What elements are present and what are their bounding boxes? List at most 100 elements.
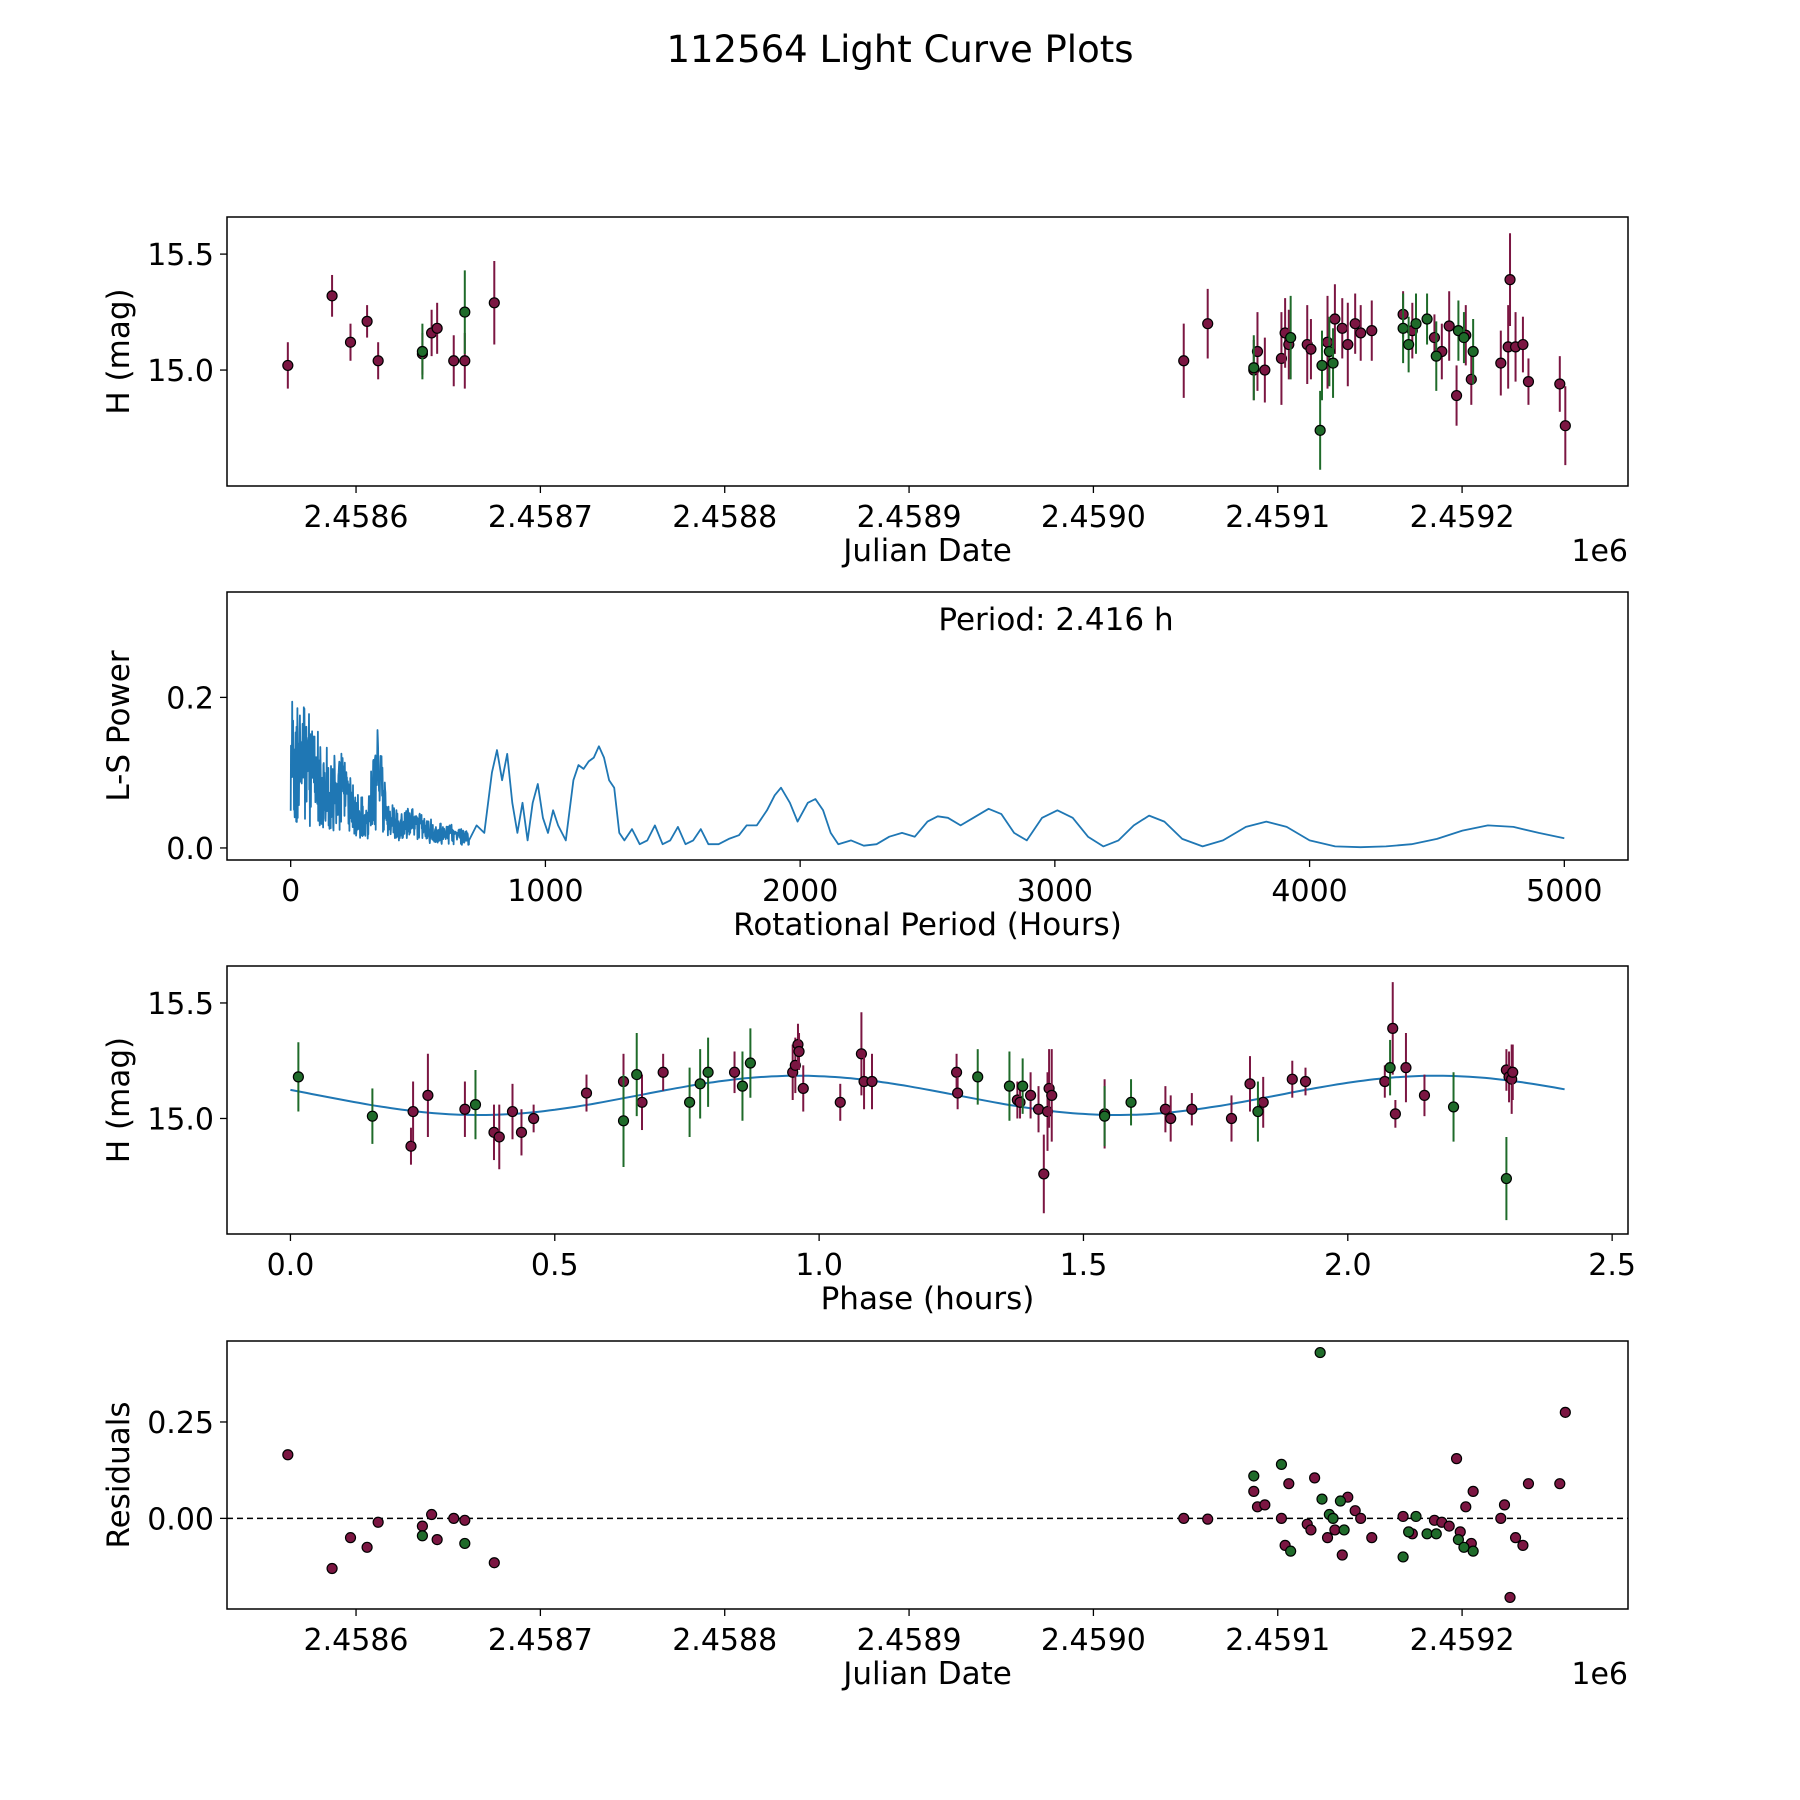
data-point-green — [1327, 357, 1339, 369]
data-point-magenta — [1465, 373, 1477, 385]
x-tick-label: 2.4587 — [488, 500, 593, 535]
data-point-green — [744, 1057, 756, 1069]
data-point-green — [1275, 1458, 1288, 1470]
data-point-green — [1338, 1524, 1350, 1536]
data-point-magenta — [580, 1087, 593, 1099]
y-tick-label: 15.5 — [147, 238, 214, 273]
data-point-magenta — [1517, 1539, 1529, 1551]
data-point-magenta — [1275, 1512, 1288, 1524]
x-tick-label: 0 — [281, 874, 300, 909]
data-point-green — [1421, 1528, 1433, 1540]
data-point-magenta — [1248, 1485, 1260, 1497]
fit-curve — [290, 1074, 1565, 1116]
data-point-magenta — [1379, 1075, 1391, 1088]
data-point-magenta — [1509, 1532, 1522, 1544]
data-point-magenta — [1259, 1499, 1271, 1511]
data-point-magenta — [1366, 325, 1378, 337]
y-axis-label: L-S Power — [101, 650, 137, 801]
axes-frame — [226, 1340, 1629, 1610]
data-point-green — [1314, 1346, 1326, 1359]
x-axis-label: Julian Date — [841, 533, 1012, 569]
data-point-green — [366, 1110, 378, 1122]
data-point-green — [1500, 1172, 1513, 1185]
x-tick-label: 2.4589 — [857, 500, 962, 535]
y-axis-label: H (mag) — [101, 288, 137, 414]
y-tick-label: 0.00 — [147, 1502, 214, 1537]
x-tick-label: 2.4592 — [1410, 1623, 1515, 1658]
data-point-magenta — [1397, 1510, 1409, 1523]
data-point-magenta — [1559, 1406, 1571, 1418]
plot-area-residuals — [227, 1346, 1628, 1604]
data-point-green — [1410, 1510, 1422, 1523]
data-point-magenta — [1504, 1591, 1516, 1604]
data-point-magenta — [448, 355, 460, 367]
data-point-magenta — [1443, 320, 1455, 332]
data-point-magenta — [1554, 1478, 1566, 1490]
plot-area-periodogram — [289, 700, 1565, 849]
periodogram-line — [289, 700, 1565, 849]
data-point-magenta — [1046, 1089, 1058, 1101]
data-point-magenta — [1467, 1485, 1479, 1497]
x-tick-label: 2.4591 — [1225, 1623, 1330, 1658]
x-tick-label: 2.4588 — [672, 500, 777, 535]
data-point-green — [1467, 1545, 1479, 1557]
data-point-magenta — [282, 1449, 294, 1461]
data-point-magenta — [1522, 1478, 1535, 1490]
data-point-green — [1003, 1080, 1016, 1092]
x-tick-label: 1.0 — [795, 1248, 843, 1283]
x-tick-label: 2.5 — [1588, 1248, 1636, 1283]
data-point-magenta — [834, 1096, 846, 1108]
data-point-magenta — [1178, 1512, 1190, 1524]
data-point-magenta — [797, 1082, 809, 1095]
data-point-green — [1099, 1110, 1111, 1122]
data-point-green — [1397, 322, 1409, 334]
data-point-magenta — [422, 1089, 434, 1101]
data-point-magenta — [1504, 274, 1516, 286]
data-point-magenta — [515, 1126, 528, 1138]
subplot-periodogram: 0 1000 2000 3000 4000 5000 0.0 0.2 Rotational Pe… — [101, 591, 1629, 943]
data-point-magenta — [1342, 338, 1354, 351]
data-point-green — [416, 345, 429, 358]
x-tick-label: 0.5 — [531, 1248, 579, 1283]
data-point-magenta — [1259, 364, 1271, 376]
x-tick-label: 2.4592 — [1410, 500, 1515, 535]
data-point-green — [1285, 1545, 1297, 1557]
data-point-green — [631, 1068, 643, 1081]
data-point-magenta — [1389, 1108, 1401, 1120]
data-point-magenta — [1450, 389, 1463, 402]
data-point-magenta — [1355, 327, 1367, 339]
data-point-magenta — [1329, 313, 1341, 325]
x-axis-label: Phase (hours) — [821, 1281, 1035, 1317]
data-point-green — [1410, 318, 1422, 330]
data-point-magenta — [488, 297, 500, 309]
data-point-green — [1452, 1533, 1465, 1546]
plot-area-lightcurve — [282, 233, 1571, 470]
x-tick-label: 1000 — [507, 874, 583, 909]
data-point-magenta — [1032, 1103, 1045, 1115]
x-tick-label: 2.4586 — [304, 500, 409, 535]
y-tick-label: 0.2 — [166, 681, 214, 716]
data-point-magenta — [405, 1140, 417, 1152]
y-tick-label: 15.5 — [147, 987, 214, 1022]
period-annotation: Period: 2.416 h — [938, 602, 1173, 638]
data-point-magenta — [1349, 1505, 1361, 1517]
data-point-green — [694, 1078, 706, 1090]
x-tick-label: 0.0 — [267, 1248, 315, 1283]
y-axis-label: H (mag) — [101, 1037, 137, 1163]
data-point-magenta — [344, 1532, 357, 1544]
data-point-magenta — [1251, 345, 1264, 358]
x-tick-label: 2.0 — [1324, 1248, 1372, 1283]
data-point-magenta — [528, 1112, 540, 1125]
data-point-green — [1447, 1101, 1460, 1113]
data-point-green — [1323, 345, 1335, 358]
data-point-magenta — [361, 1541, 373, 1553]
x-tick-label: 5000 — [1526, 874, 1602, 909]
subplot-residuals: 2.4586 2.4587 2.4588 2.4589 2.4590 2.4591 2.45… — [101, 1340, 1629, 1692]
data-point-magenta — [1498, 1499, 1511, 1511]
data-point-magenta — [950, 1066, 963, 1078]
data-point-green — [1125, 1096, 1137, 1108]
x-tick-label: 2000 — [762, 874, 838, 909]
data-point-green — [1430, 1528, 1442, 1540]
data-point-magenta — [1428, 331, 1441, 344]
